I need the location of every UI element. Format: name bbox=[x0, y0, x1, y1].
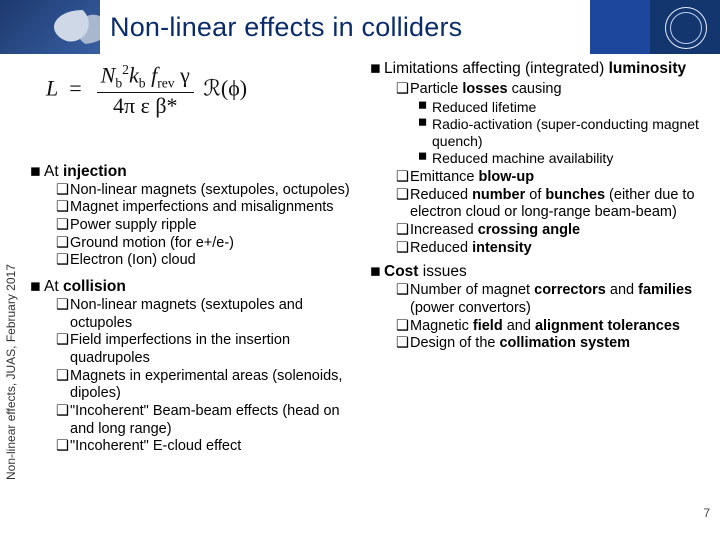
limitations-block: ◼ Limitations affecting (integrated) lum… bbox=[368, 60, 708, 257]
limitation-item: ❑Emittance blow-up bbox=[396, 169, 708, 187]
at-injection-block: ◼ At injection ❑Non-linear magnets (sext… bbox=[28, 163, 363, 270]
collision-item: ❑"Incoherent" E-cloud effect bbox=[56, 438, 363, 456]
formula-lhs: L bbox=[46, 75, 58, 100]
bullet-l3-icon: ◼ bbox=[418, 116, 432, 150]
title-bar: Non-linear effects in colliders bbox=[0, 0, 720, 54]
footer-side-text: Non-linear effects, JUAS, February 2017 bbox=[4, 160, 20, 480]
limitation-item: ❑Increased crossing angle bbox=[396, 222, 708, 240]
particle-loss-subitem: ◼Radio-activation (super-conducting magn… bbox=[418, 116, 708, 150]
at-collision-block: ◼ At collision ❑Non-linear magnets (sext… bbox=[28, 278, 363, 456]
collision-item: ❑ "Incoherent" Beam-beam effects (head o… bbox=[56, 403, 363, 438]
bullet-l3-icon: ◼ bbox=[418, 150, 432, 167]
collision-item: ❑Field imperfections in the insertion qu… bbox=[56, 332, 363, 367]
logo-left bbox=[0, 0, 100, 54]
bullet-l2-icon: ❑ bbox=[56, 332, 70, 367]
bullet-l2-icon: ❑ bbox=[396, 222, 410, 240]
limitations-heading: ◼ Limitations affecting (integrated) lum… bbox=[370, 60, 708, 79]
formula-tail: ℛ(ϕ) bbox=[203, 75, 247, 100]
page-number: 7 bbox=[703, 506, 710, 520]
bullet-l2-icon: ❑ bbox=[56, 182, 70, 200]
title-accent-strip bbox=[590, 0, 650, 54]
limitation-item: ❑Reduced number of bunches (either due t… bbox=[396, 187, 708, 222]
cern-logo-icon bbox=[650, 0, 720, 54]
left-column: L = Nb2kb frev γ 4π ε β* ℛ(ϕ) ◼ At injec… bbox=[28, 58, 363, 456]
bullet-l2-icon: ❑ bbox=[396, 240, 410, 258]
bullet-l2-icon: ❑ bbox=[56, 217, 70, 235]
formula-eq: = bbox=[69, 75, 81, 100]
collision-item: ❑Non-linear magnets (sextupoles and octu… bbox=[56, 297, 363, 332]
cost-block: ◼ Cost issues ❑Number of magnet correcto… bbox=[368, 263, 708, 353]
particle-losses-item: ❑ Particle losses causing bbox=[396, 81, 708, 99]
luminosity-formula: L = Nb2kb frev γ 4π ε β* ℛ(ϕ) bbox=[28, 58, 363, 127]
injection-item: ❑Magnet imperfections and misalignments bbox=[56, 199, 363, 217]
bullet-l2-icon: ❑ bbox=[396, 81, 410, 99]
formula-fraction: Nb2kb frev γ 4π ε β* bbox=[97, 62, 194, 119]
cost-heading: ◼ Cost issues bbox=[370, 263, 708, 282]
injection-item: ❑Electron (Ion) cloud bbox=[56, 252, 363, 270]
bullet-l2-icon: ❑ bbox=[56, 235, 70, 253]
bullet-l1-icon: ◼ bbox=[30, 163, 44, 182]
bullet-l2-icon: ❑ bbox=[56, 403, 70, 438]
bullet-l2-icon: ❑ bbox=[56, 199, 70, 217]
bullet-l2-icon: ❑ bbox=[56, 368, 70, 403]
particle-loss-subitem: ◼Reduced lifetime bbox=[418, 99, 708, 116]
bullet-l2-icon: ❑ bbox=[56, 252, 70, 270]
bullet-l2-icon: ❑ bbox=[396, 282, 410, 317]
bullet-l3-icon: ◼ bbox=[418, 99, 432, 116]
formula-denominator: 4π ε β* bbox=[97, 93, 194, 119]
bullet-l2-icon: ❑ bbox=[396, 187, 410, 222]
bullet-l1-icon: ◼ bbox=[370, 263, 384, 282]
particle-loss-subitem: ◼Reduced machine availability bbox=[418, 150, 708, 167]
injection-item: ❑Power supply ripple bbox=[56, 217, 363, 235]
injection-item: ❑Ground motion (for e+/e-) bbox=[56, 235, 363, 253]
injection-item: ❑Non-linear magnets (sextupoles, octupol… bbox=[56, 182, 363, 200]
slide-title: Non-linear effects in colliders bbox=[100, 12, 650, 43]
cost-item: ❑Magnetic field and alignment tolerances bbox=[396, 318, 708, 336]
bullet-l1-icon: ◼ bbox=[370, 60, 384, 79]
bullet-l2-icon: ❑ bbox=[396, 335, 410, 353]
slide-body: Non-linear effects, JUAS, February 2017 … bbox=[0, 58, 720, 528]
cost-item: ❑Number of magnet correctors and familie… bbox=[396, 282, 708, 317]
bullet-l2-icon: ❑ bbox=[56, 297, 70, 332]
bullet-l2-icon: ❑ bbox=[396, 169, 410, 187]
formula-numerator: Nb2kb frev γ bbox=[97, 62, 194, 93]
bullet-l2-icon: ❑ bbox=[396, 318, 410, 336]
right-column: ◼ Limitations affecting (integrated) lum… bbox=[368, 58, 708, 353]
bullet-l1-icon: ◼ bbox=[30, 278, 44, 297]
limitation-item: ❑Reduced intensity bbox=[396, 240, 708, 258]
slide: Non-linear effects in colliders Non-line… bbox=[0, 0, 720, 540]
cost-item: ❑Design of the collimation system bbox=[396, 335, 708, 353]
bullet-l2-icon: ❑ bbox=[56, 438, 70, 456]
at-collision-heading: ◼ At collision bbox=[30, 278, 363, 297]
at-injection-heading: ◼ At injection bbox=[30, 163, 363, 182]
collision-item: ❑ Magnets in experimental areas (solenoi… bbox=[56, 368, 363, 403]
